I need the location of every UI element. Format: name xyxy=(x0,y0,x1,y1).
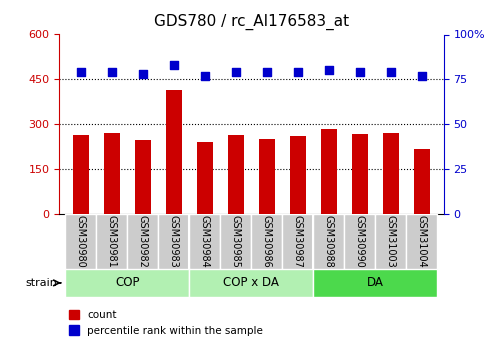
FancyBboxPatch shape xyxy=(345,214,376,269)
Bar xyxy=(383,132,399,214)
Bar xyxy=(135,140,151,214)
Text: GSM30980: GSM30980 xyxy=(76,215,86,268)
Text: GSM31003: GSM31003 xyxy=(386,215,396,268)
Point xyxy=(77,69,85,75)
FancyBboxPatch shape xyxy=(376,214,407,269)
Text: GSM31004: GSM31004 xyxy=(417,215,427,268)
Point xyxy=(418,73,426,79)
Text: DA: DA xyxy=(367,276,384,289)
Point xyxy=(294,69,302,75)
Text: GSM30983: GSM30983 xyxy=(169,215,179,268)
Text: GSM30990: GSM30990 xyxy=(355,215,365,268)
Bar xyxy=(104,132,120,214)
Text: GSM30984: GSM30984 xyxy=(200,215,210,268)
FancyBboxPatch shape xyxy=(314,269,437,297)
Point xyxy=(387,69,395,75)
Point xyxy=(170,62,178,68)
Text: strain: strain xyxy=(26,278,58,288)
FancyBboxPatch shape xyxy=(220,214,251,269)
Bar xyxy=(290,136,306,214)
Text: GSM30987: GSM30987 xyxy=(293,215,303,268)
Bar xyxy=(321,129,337,214)
Text: COP: COP xyxy=(115,276,140,289)
Point xyxy=(232,69,240,75)
Text: GSM30988: GSM30988 xyxy=(324,215,334,268)
FancyBboxPatch shape xyxy=(66,269,189,297)
Bar xyxy=(197,141,212,214)
Point xyxy=(356,69,364,75)
FancyBboxPatch shape xyxy=(251,214,282,269)
Bar xyxy=(166,90,181,214)
Text: GSM30981: GSM30981 xyxy=(107,215,117,268)
Point xyxy=(201,73,209,79)
Point xyxy=(325,68,333,73)
Text: GSM30982: GSM30982 xyxy=(138,215,148,268)
Bar xyxy=(259,139,275,214)
FancyBboxPatch shape xyxy=(314,214,345,269)
Text: GSM30985: GSM30985 xyxy=(231,215,241,268)
Bar xyxy=(414,149,430,214)
FancyBboxPatch shape xyxy=(66,214,96,269)
Bar xyxy=(228,135,244,214)
FancyBboxPatch shape xyxy=(189,214,220,269)
Point xyxy=(139,71,147,77)
FancyBboxPatch shape xyxy=(158,214,189,269)
Text: COP x DA: COP x DA xyxy=(223,276,280,289)
FancyBboxPatch shape xyxy=(282,214,314,269)
FancyBboxPatch shape xyxy=(407,214,437,269)
FancyBboxPatch shape xyxy=(189,269,314,297)
Legend: count, percentile rank within the sample: count, percentile rank within the sample xyxy=(65,306,267,340)
Title: GDS780 / rc_AI176583_at: GDS780 / rc_AI176583_at xyxy=(154,14,349,30)
Bar xyxy=(73,135,89,214)
Bar xyxy=(352,134,368,214)
Point xyxy=(108,69,116,75)
Text: GSM30986: GSM30986 xyxy=(262,215,272,268)
Point xyxy=(263,69,271,75)
FancyBboxPatch shape xyxy=(96,214,127,269)
FancyBboxPatch shape xyxy=(127,214,158,269)
